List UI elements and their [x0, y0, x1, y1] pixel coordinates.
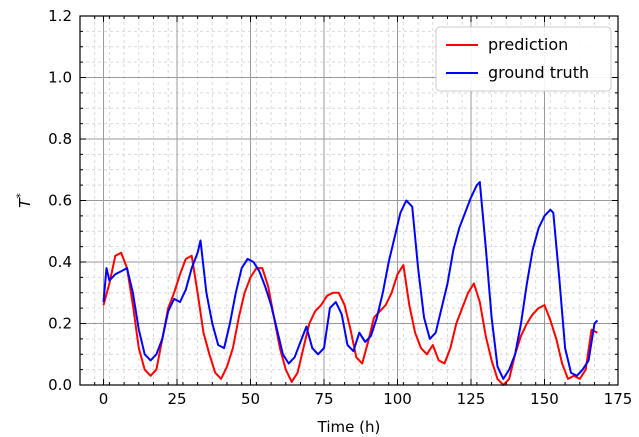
- y-tick-label: 1.0: [48, 69, 72, 87]
- axis-ticks: [80, 15, 619, 386]
- tick-labels: 0 25 50 75 100 125 150 175 0.0 0.2 0.4 0.6 0.8 1.0 1.2: [48, 7, 632, 408]
- series-line-prediction: [102, 251, 598, 386]
- x-tick-label: 0: [99, 390, 109, 408]
- y-tick-label: 0.0: [48, 376, 72, 394]
- legend-label: prediction: [488, 35, 568, 54]
- y-tick-label: 0.8: [48, 130, 72, 148]
- series-layer: [102, 181, 599, 386]
- x-tick-label: 125: [457, 390, 486, 408]
- x-axis-label: Time (h): [317, 418, 381, 436]
- x-tick-label: 25: [167, 390, 186, 408]
- y-tick-label: 0.4: [48, 253, 72, 271]
- legend: prediction ground truth: [435, 26, 612, 92]
- y-tick-label: 1.2: [48, 7, 72, 25]
- legend-label: ground truth: [488, 63, 589, 82]
- series-line-ground-truth: [102, 181, 599, 380]
- x-tick-label: 100: [383, 390, 412, 408]
- x-tick-label: 175: [604, 390, 633, 408]
- y-tick-label: 0.6: [48, 192, 72, 210]
- x-tick-label: 50: [241, 390, 260, 408]
- legend-box: [435, 26, 612, 92]
- x-tick-label: 75: [314, 390, 333, 408]
- y-tick-label: 0.2: [48, 315, 72, 333]
- y-axis-label: T*: [14, 193, 34, 208]
- x-tick-label: 150: [530, 390, 559, 408]
